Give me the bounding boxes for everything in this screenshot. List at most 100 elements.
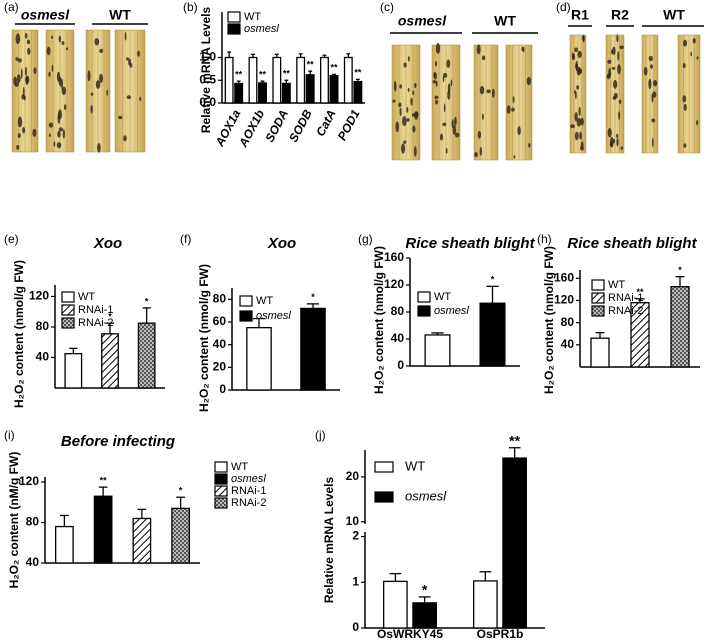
lesion bbox=[99, 73, 104, 84]
lesion bbox=[411, 113, 416, 117]
lesion bbox=[403, 140, 407, 145]
lesion bbox=[58, 127, 64, 132]
leaf bbox=[641, 34, 659, 154]
lesion bbox=[616, 137, 619, 147]
significance: ** bbox=[100, 475, 108, 485]
legend-swatch bbox=[61, 304, 75, 316]
chart-panel: (h) Rice sheath blight H₂O₂ content (nmol/… bbox=[537, 232, 700, 394]
lesion bbox=[447, 90, 451, 100]
legend-label: osmesl bbox=[244, 23, 279, 35]
legend-label: WT bbox=[78, 291, 95, 303]
y-tick-label: 80 bbox=[26, 515, 40, 529]
legend-swatch bbox=[61, 291, 75, 303]
legend-swatch bbox=[214, 485, 228, 497]
lesion bbox=[24, 32, 28, 39]
lesion bbox=[616, 34, 619, 43]
caption: R1 bbox=[571, 7, 589, 23]
significance: ** bbox=[331, 63, 339, 73]
chart-panel: (j)Relative mRNA Levels0121020WT***osmes… bbox=[315, 428, 545, 640]
lesion bbox=[62, 129, 66, 139]
lesion bbox=[20, 68, 23, 79]
lesion bbox=[17, 133, 21, 139]
bar bbox=[670, 285, 690, 368]
lesion bbox=[619, 45, 624, 50]
x-tick-label: CatA bbox=[313, 107, 339, 138]
lesion bbox=[582, 34, 585, 43]
lesion bbox=[33, 67, 37, 75]
lesion bbox=[576, 117, 582, 127]
lesion bbox=[126, 57, 129, 61]
panel-letter: (f) bbox=[180, 232, 191, 246]
lesion bbox=[61, 86, 67, 96]
lesion bbox=[517, 126, 521, 136]
y-tick-label: 1 bbox=[352, 574, 359, 588]
y-tick-label: 120 bbox=[19, 474, 39, 488]
panel-letter: (e) bbox=[4, 232, 19, 246]
lesion bbox=[574, 131, 579, 141]
lesion bbox=[51, 64, 54, 73]
bar bbox=[320, 56, 329, 104]
lesion bbox=[451, 119, 454, 128]
lesion bbox=[123, 135, 127, 142]
legend-swatch bbox=[591, 305, 605, 317]
y-tick-label: 0.0 bbox=[199, 95, 216, 109]
bar bbox=[502, 457, 527, 629]
lesion bbox=[571, 52, 574, 60]
lesion bbox=[129, 62, 133, 68]
lesion bbox=[617, 51, 620, 61]
lesion bbox=[570, 124, 575, 129]
legend-label: osmesl bbox=[405, 488, 447, 503]
legend-label: RNAi-2 bbox=[231, 497, 266, 509]
legend-swatch bbox=[591, 292, 605, 304]
lesion bbox=[620, 146, 623, 150]
y-tick-label: 120 bbox=[384, 277, 404, 291]
y-axis-label: H₂O₂ content (nmol/g FW) bbox=[12, 260, 26, 408]
caption: osmesl bbox=[398, 13, 447, 29]
lesion bbox=[522, 46, 525, 53]
lesion bbox=[446, 59, 451, 68]
lesion bbox=[574, 112, 578, 122]
x-tick-label: OsWRKY45 bbox=[377, 627, 443, 640]
lesion bbox=[651, 93, 654, 103]
lesion bbox=[17, 116, 23, 128]
bar bbox=[296, 56, 306, 104]
lesion bbox=[94, 38, 100, 46]
lesion bbox=[395, 121, 399, 133]
lesion bbox=[22, 127, 26, 134]
lesion bbox=[576, 85, 580, 90]
y-tick-label: 2 bbox=[352, 529, 359, 543]
lesion bbox=[578, 106, 581, 117]
y-tick-label: 80 bbox=[391, 304, 405, 318]
legend-label: WT bbox=[434, 291, 451, 303]
lesion bbox=[575, 63, 578, 69]
panel-letter: (d) bbox=[556, 0, 571, 14]
y-tick-label: 40 bbox=[561, 337, 575, 351]
lesion bbox=[51, 35, 53, 39]
panel-letter: (b) bbox=[183, 0, 198, 14]
lesion bbox=[479, 85, 485, 95]
y-axis-label: H₂O₂ content (nmol/g FW) bbox=[542, 246, 556, 394]
y-tick-label: 40 bbox=[36, 350, 50, 364]
lesion bbox=[413, 146, 417, 157]
lesion bbox=[406, 106, 409, 113]
lesion bbox=[124, 31, 127, 41]
lesion bbox=[137, 50, 140, 57]
y-tick-label: 80 bbox=[36, 319, 50, 333]
lesion bbox=[58, 35, 62, 43]
lesion bbox=[63, 104, 67, 111]
lesion bbox=[25, 75, 30, 84]
legend-swatch bbox=[61, 317, 75, 329]
legend-swatch bbox=[417, 291, 431, 303]
leaf bbox=[569, 34, 587, 154]
panel-letter: (h) bbox=[537, 232, 552, 246]
bar bbox=[473, 580, 498, 629]
y-tick-label: 80 bbox=[561, 315, 575, 329]
lesion bbox=[59, 76, 62, 87]
lesion bbox=[407, 56, 410, 62]
x-tick-label: POD1 bbox=[335, 107, 363, 143]
bar bbox=[329, 75, 339, 104]
lesion bbox=[87, 70, 91, 82]
lesion bbox=[682, 95, 687, 103]
chart-title: Xoo bbox=[93, 235, 122, 252]
lesion bbox=[126, 95, 132, 100]
